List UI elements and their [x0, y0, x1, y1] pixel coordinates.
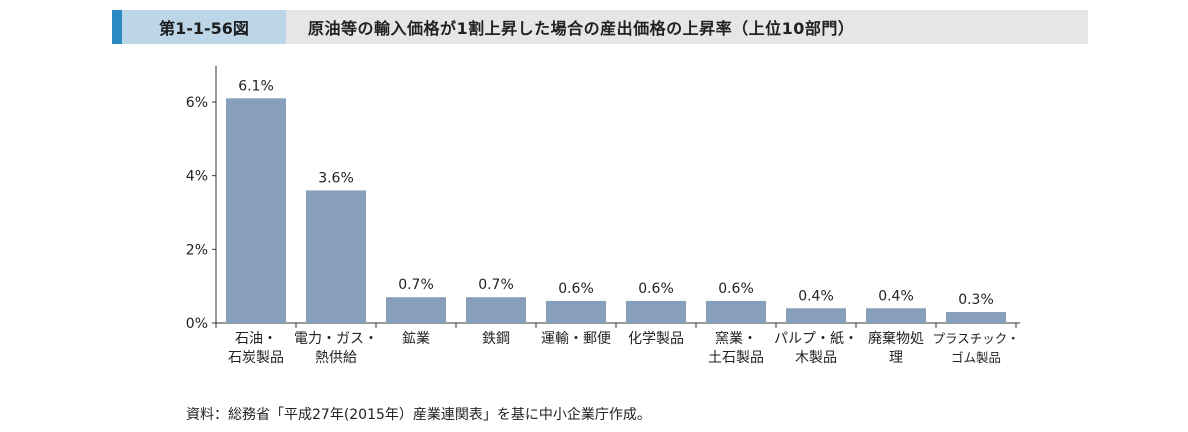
data-label: 0.7%	[478, 277, 514, 293]
x-tick-label: 鉱業	[402, 330, 430, 347]
x-tick-label: 土石製品	[708, 350, 764, 366]
header-accent	[112, 10, 122, 44]
bar	[946, 311, 1006, 323]
bar	[386, 297, 446, 323]
x-tick-label: 鉄鋼	[482, 331, 510, 347]
figure-header: 第1-1-56図 原油等の輸入価格が1割上昇した場合の産出価格の上昇率（上位10…	[112, 10, 1088, 44]
x-tick-label: 廃棄物処	[868, 330, 924, 347]
bar	[866, 308, 926, 323]
bar	[546, 300, 606, 323]
y-tick-label: 2%	[186, 242, 208, 258]
data-label: 0.6%	[638, 281, 674, 297]
data-label: 0.6%	[558, 281, 594, 297]
bar	[466, 297, 526, 323]
x-tick-label: 化学製品	[628, 331, 684, 347]
data-label: 0.4%	[798, 288, 834, 304]
x-tick-label: 運輸・郵便	[541, 331, 611, 347]
y-tick-label: 4%	[186, 169, 208, 185]
x-tick-label: 木製品	[795, 350, 837, 366]
y-tick-label: 6%	[186, 95, 208, 111]
data-label: 6.1%	[238, 78, 274, 94]
x-tick-label: 熱供給	[315, 350, 357, 366]
data-label: 0.6%	[718, 281, 754, 297]
x-tick-label: 理	[889, 350, 903, 366]
x-tick-label: ゴム製品	[951, 350, 1001, 365]
x-tick-label: 電力・ガス・	[294, 331, 378, 347]
x-tick-label: 石炭製品	[228, 350, 284, 366]
figure-label: 第1-1-56図	[122, 10, 286, 44]
bar	[706, 300, 766, 323]
data-label: 0.7%	[398, 277, 434, 293]
bar	[626, 300, 686, 323]
x-tick-label: 石油・	[235, 331, 277, 347]
bar-chart: 0% 2% 4% 6% 6.1% 石油・石炭製品 3.6% 電力・ガス・熱供給 0.7% 鉱業 0.…	[186, 66, 1020, 366]
bar	[786, 308, 846, 323]
x-tick-label: 窯業・	[715, 330, 757, 347]
source-note: 資料：総務省「平成27年(2015年）産業連関表」を基に中小企業庁作成。	[186, 407, 651, 423]
data-label: 0.4%	[878, 288, 914, 304]
data-label: 3.6%	[318, 170, 354, 186]
figure-title: 原油等の輸入価格が1割上昇した場合の産出価格の上昇率（上位10部門）	[308, 19, 855, 38]
x-tick-label: プラスチック・	[932, 331, 1019, 346]
bar	[306, 190, 366, 323]
bar	[226, 98, 286, 323]
data-label: 0.3%	[958, 292, 994, 308]
y-tick-label: 0%	[186, 316, 208, 332]
x-tick-label: パルプ・紙・	[774, 331, 858, 347]
